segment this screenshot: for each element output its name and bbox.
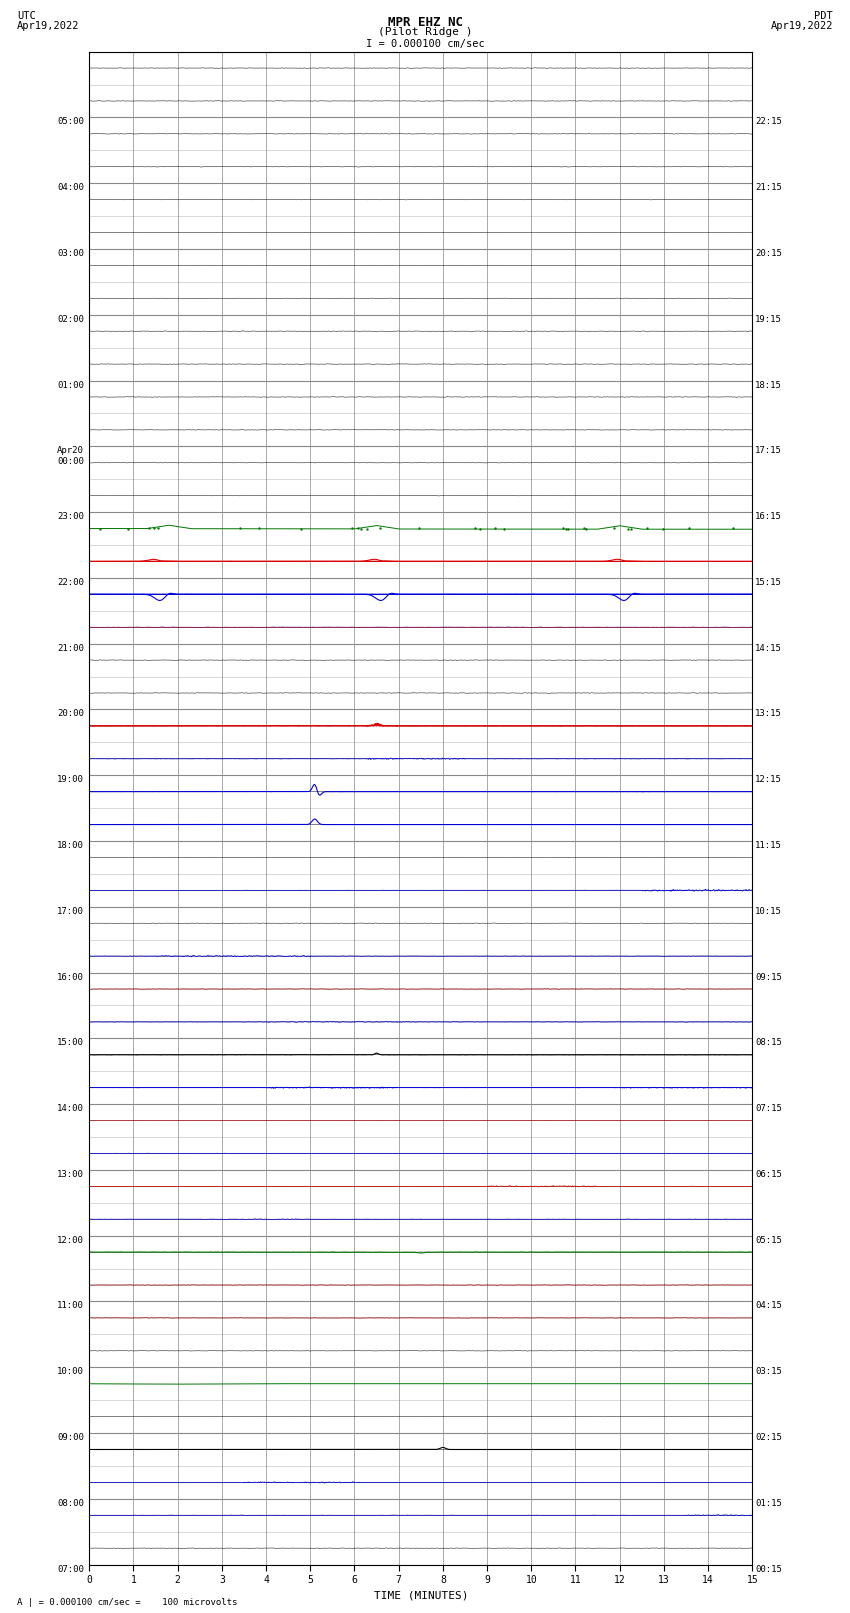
Text: 09:00: 09:00 xyxy=(57,1432,84,1442)
Text: 14:00: 14:00 xyxy=(57,1105,84,1113)
Text: 15:15: 15:15 xyxy=(755,577,782,587)
Text: 11:00: 11:00 xyxy=(57,1302,84,1310)
Text: 18:15: 18:15 xyxy=(755,381,782,389)
Text: 20:15: 20:15 xyxy=(755,248,782,258)
Text: Apr19,2022: Apr19,2022 xyxy=(17,21,80,31)
Point xyxy=(147,515,161,540)
Text: 15:00: 15:00 xyxy=(57,1039,84,1047)
Text: Apr20
00:00: Apr20 00:00 xyxy=(57,447,84,466)
Text: 17:00: 17:00 xyxy=(57,907,84,916)
Text: MPR EHZ NC: MPR EHZ NC xyxy=(388,16,462,29)
Text: 12:15: 12:15 xyxy=(755,776,782,784)
Text: 04:00: 04:00 xyxy=(57,184,84,192)
Text: 16:15: 16:15 xyxy=(755,511,782,521)
Text: Apr19,2022: Apr19,2022 xyxy=(770,21,833,31)
Point xyxy=(640,515,654,540)
Text: 22:00: 22:00 xyxy=(57,577,84,587)
Point xyxy=(121,516,134,542)
Text: 10:15: 10:15 xyxy=(755,907,782,916)
Point xyxy=(360,516,374,542)
Text: 00:15: 00:15 xyxy=(755,1565,782,1574)
Text: I = 0.000100 cm/sec: I = 0.000100 cm/sec xyxy=(366,39,484,48)
Text: 04:15: 04:15 xyxy=(755,1302,782,1310)
Text: 12:00: 12:00 xyxy=(57,1236,84,1245)
Point xyxy=(473,516,487,542)
Point xyxy=(561,516,575,542)
Point xyxy=(142,516,156,542)
Text: 13:15: 13:15 xyxy=(755,710,782,718)
Point xyxy=(345,516,359,542)
Point xyxy=(556,515,570,540)
Text: 01:00: 01:00 xyxy=(57,381,84,389)
Text: 05:00: 05:00 xyxy=(57,118,84,126)
Text: 07:15: 07:15 xyxy=(755,1105,782,1113)
Point xyxy=(151,515,165,540)
Point xyxy=(497,516,511,542)
Text: 21:00: 21:00 xyxy=(57,644,84,653)
Text: 16:00: 16:00 xyxy=(57,973,84,982)
Point xyxy=(94,516,107,542)
Text: 11:15: 11:15 xyxy=(755,840,782,850)
Text: 02:00: 02:00 xyxy=(57,315,84,324)
Text: 10:00: 10:00 xyxy=(57,1368,84,1376)
Point xyxy=(656,516,670,542)
Point xyxy=(580,516,593,542)
Point xyxy=(351,516,365,542)
Text: 19:15: 19:15 xyxy=(755,315,782,324)
Point xyxy=(488,516,502,542)
Text: PDT: PDT xyxy=(814,11,833,21)
Point xyxy=(726,516,740,542)
Point xyxy=(577,516,591,542)
Point xyxy=(683,515,696,540)
Text: (Pilot Ridge ): (Pilot Ridge ) xyxy=(377,27,473,37)
X-axis label: TIME (MINUTES): TIME (MINUTES) xyxy=(373,1590,468,1600)
Text: 18:00: 18:00 xyxy=(57,840,84,850)
Point xyxy=(412,515,426,540)
Text: 14:15: 14:15 xyxy=(755,644,782,653)
Text: 03:00: 03:00 xyxy=(57,248,84,258)
Text: 09:15: 09:15 xyxy=(755,973,782,982)
Point xyxy=(373,516,387,542)
Text: 01:15: 01:15 xyxy=(755,1498,782,1508)
Text: 13:00: 13:00 xyxy=(57,1169,84,1179)
Point xyxy=(294,516,308,542)
Text: 05:15: 05:15 xyxy=(755,1236,782,1245)
Text: 19:00: 19:00 xyxy=(57,776,84,784)
Text: 03:15: 03:15 xyxy=(755,1368,782,1376)
Text: 22:15: 22:15 xyxy=(755,118,782,126)
Text: 23:00: 23:00 xyxy=(57,511,84,521)
Text: 21:15: 21:15 xyxy=(755,184,782,192)
Text: 20:00: 20:00 xyxy=(57,710,84,718)
Point xyxy=(624,516,638,542)
Point xyxy=(252,516,266,542)
Text: 08:00: 08:00 xyxy=(57,1498,84,1508)
Point xyxy=(559,516,573,542)
Text: 06:15: 06:15 xyxy=(755,1169,782,1179)
Point xyxy=(233,515,246,540)
Point xyxy=(621,516,635,542)
Text: 08:15: 08:15 xyxy=(755,1039,782,1047)
Text: 07:00: 07:00 xyxy=(57,1565,84,1574)
Text: 02:15: 02:15 xyxy=(755,1432,782,1442)
Text: 17:15: 17:15 xyxy=(755,447,782,455)
Point xyxy=(468,515,482,540)
Text: UTC: UTC xyxy=(17,11,36,21)
Point xyxy=(354,516,368,542)
Point xyxy=(608,515,621,540)
Text: A | = 0.000100 cm/sec =    100 microvolts: A | = 0.000100 cm/sec = 100 microvolts xyxy=(17,1597,237,1607)
